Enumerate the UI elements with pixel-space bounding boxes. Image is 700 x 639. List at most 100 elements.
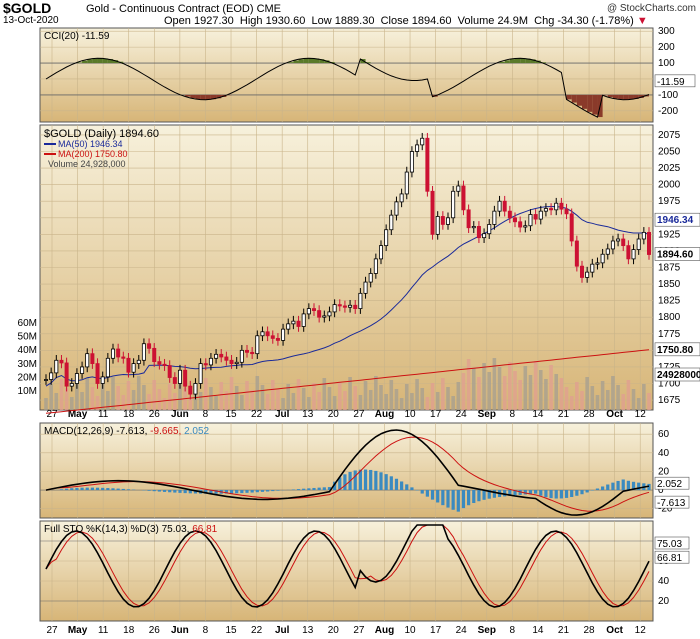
volume-bar xyxy=(286,384,291,410)
volume-bar xyxy=(95,396,100,410)
x-tick-label: 18 xyxy=(123,409,135,420)
volume-bar xyxy=(265,394,270,410)
macd-hist-bar xyxy=(209,490,213,494)
x-tick-label: 8 xyxy=(510,625,516,636)
macd-hist-bar xyxy=(250,490,254,493)
candle xyxy=(415,144,420,152)
price-tick-label: 1700 xyxy=(658,378,681,389)
candle xyxy=(301,313,306,327)
x-tick-label: 17 xyxy=(430,625,442,636)
sto-badge: 66.81 xyxy=(657,553,682,564)
cci-tick-label: 200 xyxy=(658,42,675,53)
candle xyxy=(208,357,213,366)
cci-fill-neg xyxy=(587,94,593,112)
volume-bar xyxy=(647,393,651,410)
copyright[interactable]: @ StockCharts.com xyxy=(606,3,696,14)
volume-badge-box xyxy=(654,367,700,382)
cci-fill-neg xyxy=(210,94,217,100)
open-value: 1927.30 xyxy=(193,15,234,27)
volume-bar xyxy=(389,380,394,410)
x-tick-label: Jun xyxy=(171,409,189,420)
volume-bar xyxy=(198,392,203,410)
x-tick-label: 27 xyxy=(46,625,58,636)
volume-bar xyxy=(404,384,409,410)
x-tick-label: 15 xyxy=(225,409,237,420)
candle xyxy=(157,361,162,365)
volume-bar xyxy=(332,396,337,410)
x-tick-label: 26 xyxy=(149,625,161,636)
volume-bar xyxy=(580,391,584,410)
volume-bar xyxy=(162,398,167,410)
volume-bar xyxy=(255,376,260,410)
cci-fill-neg xyxy=(612,94,619,99)
sto-d-line xyxy=(45,524,650,607)
candle xyxy=(513,217,518,223)
chart-header: $GOLD Gold - Continuous Contract (EOD) C… xyxy=(0,0,700,28)
cci-fill-neg xyxy=(200,94,206,100)
cci-badge-box xyxy=(654,74,696,88)
macd-hist-bar xyxy=(374,470,378,491)
candle xyxy=(425,137,430,192)
x-tick-label: 24 xyxy=(456,409,468,420)
cci-fill-neg xyxy=(566,94,572,100)
volume-bar xyxy=(348,377,352,410)
candle xyxy=(549,208,554,211)
macd-hist-bar xyxy=(271,490,275,492)
volume-bar xyxy=(224,391,229,410)
candle xyxy=(270,335,275,339)
macd-hist-bar xyxy=(606,484,610,491)
cci-tick-label: -100 xyxy=(658,90,678,101)
candle xyxy=(111,348,116,359)
candle xyxy=(384,229,389,247)
x-tick-label: Jun xyxy=(171,625,189,636)
cci-fill-pos xyxy=(520,58,526,64)
volume-bar xyxy=(621,394,626,410)
ma200-swatch xyxy=(44,153,56,155)
x-tick-label: Oct xyxy=(606,625,623,636)
cci-fill-pos xyxy=(530,59,536,64)
macd-hist-bar xyxy=(147,490,151,491)
volume-tick-label: 10M xyxy=(18,386,37,397)
candle xyxy=(626,245,631,260)
volume-bar xyxy=(384,394,388,410)
macd-hist-bar xyxy=(65,488,69,491)
volume-tick-label: 50M xyxy=(18,332,37,343)
candle xyxy=(497,200,502,212)
candle xyxy=(518,221,523,228)
volume-bar xyxy=(214,396,218,410)
macd-hist-bar xyxy=(384,474,388,491)
volume-bar xyxy=(487,372,492,410)
candle xyxy=(569,213,574,242)
macd-badge-box xyxy=(654,495,690,509)
macd-badge-box xyxy=(654,476,690,490)
x-tick-label: Sep xyxy=(478,625,496,636)
candle xyxy=(451,190,456,219)
macd-hist-bar xyxy=(611,482,615,491)
quote-date: 13-Oct-2020 xyxy=(3,15,59,26)
macd-hist-bar xyxy=(322,487,326,491)
macd-hist-bar xyxy=(430,490,435,500)
volume-bar xyxy=(49,384,53,410)
macd-hist-bar xyxy=(595,488,600,491)
candle xyxy=(306,308,311,315)
volume-bar xyxy=(358,395,363,410)
candle xyxy=(554,202,559,211)
macd-hist-bar xyxy=(235,490,239,494)
price-tick-label: 1775 xyxy=(658,329,681,340)
macd-hist-bar xyxy=(260,490,265,492)
volume-bar xyxy=(54,393,59,410)
x-tick-label: 24 xyxy=(456,625,468,636)
volume-bar xyxy=(435,392,440,410)
volume-bar xyxy=(126,381,131,410)
volume-bar xyxy=(59,379,64,410)
candle xyxy=(435,216,440,235)
x-tick-label: 15 xyxy=(225,625,237,636)
candle xyxy=(332,304,337,313)
macd-hist-bar xyxy=(508,490,512,496)
sto-tick-label: 40 xyxy=(658,576,670,587)
candle xyxy=(59,359,64,364)
sto-legend: Full STO %K(14,3) %D(3) 75.03, 66.81 xyxy=(44,524,218,535)
macd-hist-bar xyxy=(472,490,476,504)
macd-hist-bar xyxy=(559,490,563,499)
